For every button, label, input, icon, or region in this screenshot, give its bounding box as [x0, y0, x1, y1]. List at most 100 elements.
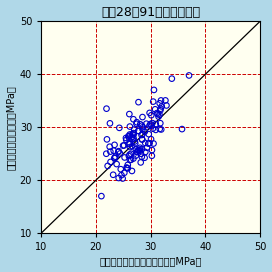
- Point: [124, 138, 128, 142]
- Point: [149, 113, 153, 118]
- Point: [140, 123, 144, 128]
- Point: [122, 171, 126, 175]
- Point: [140, 154, 144, 159]
- Point: [128, 132, 132, 137]
- Point: [140, 137, 144, 142]
- Point: [130, 144, 134, 148]
- Point: [106, 164, 110, 168]
- Point: [187, 73, 191, 78]
- Point: [141, 125, 145, 129]
- Point: [127, 136, 131, 140]
- Point: [126, 134, 131, 138]
- Point: [128, 145, 132, 149]
- Point: [124, 136, 128, 140]
- Point: [159, 104, 164, 109]
- Point: [151, 100, 155, 104]
- Title: 材齢28〜91日，補正蒸し: 材齢28〜91日，補正蒸し: [101, 5, 200, 18]
- Point: [136, 100, 141, 104]
- Point: [131, 156, 135, 161]
- Point: [105, 137, 109, 141]
- Point: [164, 103, 169, 108]
- Point: [124, 165, 129, 170]
- Point: [129, 157, 133, 162]
- Point: [140, 115, 145, 119]
- Point: [170, 76, 174, 81]
- Point: [116, 149, 121, 153]
- Point: [130, 137, 135, 142]
- Point: [153, 128, 158, 132]
- Point: [107, 144, 112, 149]
- Point: [126, 166, 130, 171]
- Point: [140, 127, 145, 132]
- Point: [153, 107, 157, 112]
- Point: [118, 151, 122, 156]
- Point: [121, 143, 125, 148]
- Point: [138, 160, 143, 165]
- Point: [149, 123, 154, 128]
- Point: [140, 132, 145, 136]
- Point: [128, 158, 132, 162]
- Point: [104, 106, 109, 111]
- Point: [137, 148, 141, 152]
- Point: [143, 129, 147, 134]
- Point: [126, 163, 130, 167]
- Point: [135, 150, 139, 154]
- Point: [108, 160, 113, 164]
- Point: [150, 148, 154, 152]
- Point: [112, 143, 117, 147]
- Point: [127, 154, 131, 158]
- Point: [104, 152, 109, 156]
- Point: [144, 122, 149, 126]
- Point: [113, 156, 117, 160]
- Point: [129, 152, 133, 156]
- Point: [137, 149, 142, 153]
- Point: [155, 111, 159, 115]
- Point: [132, 127, 136, 132]
- Point: [131, 132, 136, 137]
- Point: [138, 122, 142, 126]
- Y-axis label: テストハンマー強度（MPa）: テストハンマー強度（MPa）: [5, 85, 16, 169]
- Point: [152, 88, 156, 92]
- Point: [122, 155, 127, 160]
- Point: [151, 141, 156, 146]
- Point: [122, 143, 126, 147]
- Point: [145, 146, 149, 150]
- Point: [134, 153, 138, 158]
- Point: [112, 156, 116, 160]
- Point: [128, 141, 132, 146]
- Point: [180, 127, 184, 131]
- Point: [133, 139, 137, 144]
- Point: [119, 173, 124, 177]
- Point: [136, 148, 140, 152]
- Point: [131, 117, 135, 121]
- Point: [156, 112, 160, 116]
- Point: [135, 150, 139, 154]
- Point: [126, 142, 131, 146]
- Point: [140, 147, 144, 151]
- Point: [143, 141, 147, 145]
- Point: [112, 149, 116, 153]
- Point: [157, 101, 162, 106]
- Point: [159, 127, 163, 132]
- Point: [158, 121, 162, 125]
- Point: [158, 107, 163, 111]
- Point: [127, 112, 132, 116]
- Point: [147, 123, 152, 128]
- Point: [125, 166, 129, 170]
- Point: [140, 137, 144, 141]
- Point: [138, 147, 142, 152]
- Point: [147, 111, 152, 115]
- Point: [151, 126, 155, 131]
- Point: [146, 141, 150, 146]
- Point: [163, 98, 168, 103]
- Point: [130, 135, 135, 139]
- Point: [133, 141, 137, 146]
- Point: [159, 98, 163, 103]
- Point: [138, 146, 142, 150]
- Point: [158, 108, 163, 112]
- Point: [131, 131, 135, 135]
- Point: [130, 169, 134, 173]
- Point: [139, 152, 143, 156]
- Point: [128, 124, 132, 129]
- Point: [134, 147, 138, 152]
